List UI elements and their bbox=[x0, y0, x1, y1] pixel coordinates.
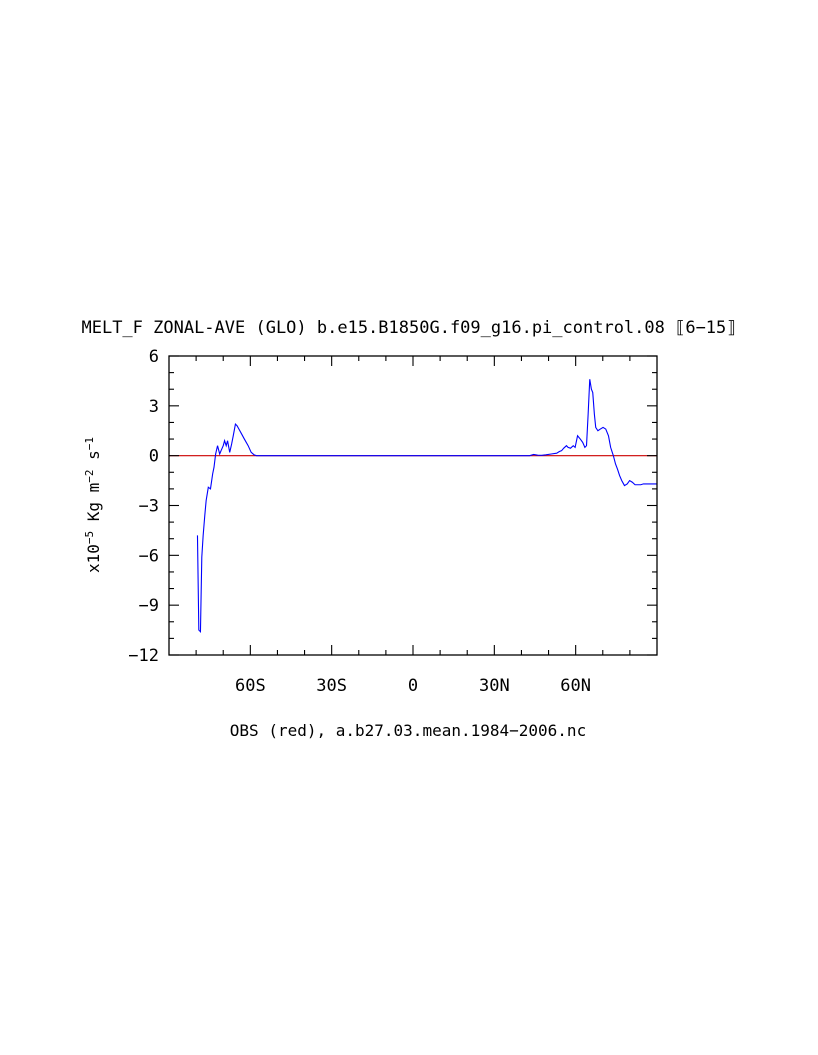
y-tick-label: 3 bbox=[149, 397, 159, 417]
y-tick-label: −9 bbox=[139, 596, 159, 616]
y-tick-label: 6 bbox=[149, 347, 159, 367]
y-tick-label: −6 bbox=[139, 546, 159, 566]
tick-labels: 6 3 0 −3 −6 −9 −12 60S 30S 0 30N 60N bbox=[128, 347, 591, 696]
y-tick-label: 0 bbox=[149, 447, 159, 467]
plot-frame bbox=[168, 355, 658, 656]
plot-area bbox=[168, 355, 658, 656]
x-tick-label: 60N bbox=[560, 676, 591, 696]
y-axis-label: x10−5 Kg m−2 s−1 bbox=[83, 437, 103, 573]
x-tick-label: 30S bbox=[316, 676, 347, 696]
ticks-layer bbox=[169, 355, 657, 656]
series-line-model bbox=[196, 379, 657, 634]
x-tick-label: 60S bbox=[235, 676, 266, 696]
y-tick-label: −12 bbox=[128, 646, 159, 666]
chart-title: MELT_F ZONAL-AVE (GLO) b.e15.B1850G.f09_… bbox=[81, 318, 736, 338]
x-tick-label: 30N bbox=[479, 676, 510, 696]
x-axis-label: OBS (red), a.b27.03.mean.1984−2006.nc bbox=[230, 721, 586, 740]
x-tick-label: 0 bbox=[408, 676, 418, 696]
y-tick-label: −3 bbox=[139, 497, 159, 517]
series-layer bbox=[169, 379, 657, 634]
